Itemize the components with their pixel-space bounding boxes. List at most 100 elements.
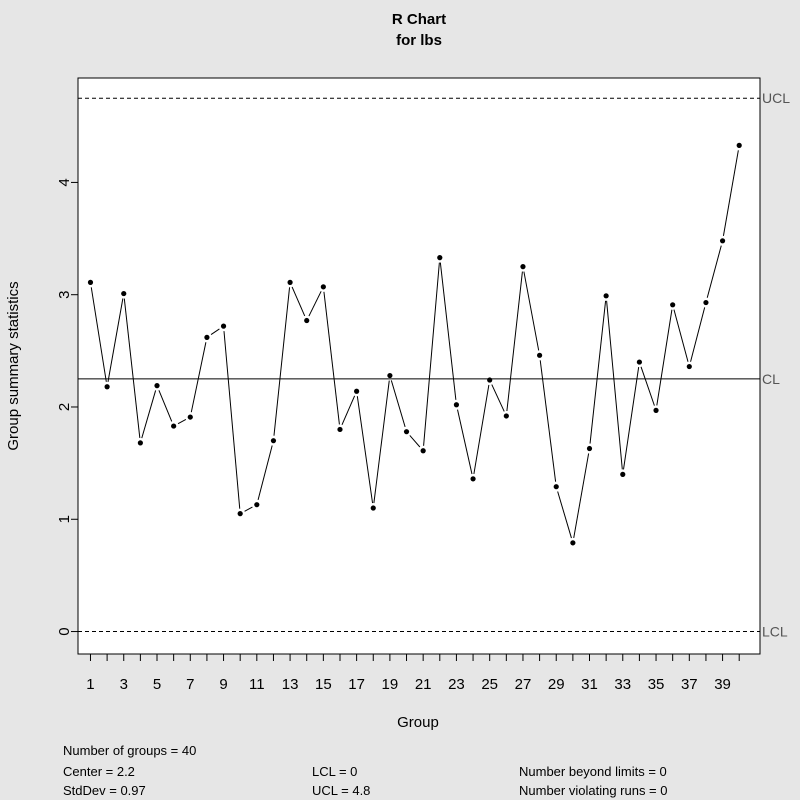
data-point [586, 445, 593, 452]
series-segment [589, 300, 607, 444]
series-segment [373, 380, 390, 504]
stat-beyond-limits: Number beyond limits = 0 [519, 764, 667, 779]
series-segment [506, 271, 523, 412]
series-segment [244, 506, 253, 512]
x-tick-label: 25 [481, 676, 498, 693]
data-point [670, 302, 676, 308]
series-segment [409, 435, 421, 448]
series-segment [257, 445, 273, 500]
series-segment [722, 150, 739, 236]
x-tick-label: 33 [614, 676, 631, 693]
series-segment [573, 453, 590, 539]
series-segment [210, 328, 220, 335]
data-point [387, 372, 393, 379]
series-segment [439, 262, 457, 400]
y-tick-label: 1 [56, 515, 73, 523]
center-label: CL [762, 371, 780, 387]
data-point [320, 284, 326, 290]
x-tick-label: 23 [448, 676, 465, 693]
y-axis-label: Group summary statistics [5, 281, 22, 450]
series-segment [491, 384, 505, 412]
series-segment [107, 298, 124, 382]
x-tick-label: 35 [648, 676, 665, 693]
data-point [636, 359, 643, 365]
x-tick-label: 7 [186, 676, 194, 693]
data-point [437, 255, 443, 261]
y-tick-label: 3 [56, 291, 73, 299]
data-point [570, 540, 576, 546]
series-segment [190, 342, 207, 413]
chart-title: R Chart [392, 11, 446, 28]
data-point [603, 293, 609, 299]
series-segment [423, 262, 440, 446]
series-segment [623, 366, 640, 470]
series-segment [457, 409, 473, 475]
series-segment [273, 287, 291, 436]
data-point [620, 471, 626, 477]
data-point [503, 413, 509, 419]
series-segment [390, 380, 406, 428]
x-tick-label: 37 [681, 676, 698, 693]
x-tick-label: 29 [548, 676, 565, 693]
data-point [453, 402, 460, 408]
data-point [204, 334, 210, 340]
series-segment [177, 419, 187, 425]
data-point [703, 299, 709, 306]
plot-area [77, 77, 761, 655]
data-point [553, 484, 559, 490]
series-segment [141, 390, 157, 439]
x-tick-label: 3 [120, 676, 128, 693]
x-tick-label: 9 [219, 676, 227, 693]
data-point [121, 290, 127, 297]
x-axis-label: Group [397, 714, 439, 731]
data-point [104, 384, 110, 390]
data-point [536, 352, 543, 358]
stat-stddev: StdDev = 0.97 [63, 783, 146, 798]
series-segment [291, 286, 306, 317]
data-point [137, 440, 143, 446]
x-tick-label: 13 [282, 676, 299, 693]
x-tick-label: 1 [86, 676, 94, 693]
data-point [87, 279, 94, 285]
series-segment [123, 298, 141, 438]
data-point [403, 429, 410, 435]
x-tick-label: 15 [315, 676, 332, 693]
series-segment [673, 309, 689, 362]
x-tick-label: 11 [249, 676, 265, 693]
data-point [337, 426, 343, 433]
y-tick-label: 4 [56, 178, 73, 186]
stat-lcl: LCL = 0 [312, 764, 358, 779]
x-tick-label: 19 [382, 676, 399, 693]
series-segment [158, 390, 173, 422]
data-point [370, 505, 376, 511]
data-point [719, 238, 726, 244]
series-segment [341, 395, 356, 426]
stat-number-of-groups: Number of groups = 40 [63, 743, 197, 758]
series-segment [323, 291, 340, 425]
stat-center: Center = 2.2 [63, 764, 135, 779]
data-point [736, 142, 742, 148]
data-point [420, 448, 426, 454]
data-point [237, 511, 243, 517]
series-segment [640, 366, 655, 406]
data-point [520, 264, 526, 270]
series-segment [223, 331, 241, 509]
x-tick-label: 27 [515, 676, 532, 693]
stat-ucl: UCL = 4.8 [312, 783, 371, 798]
x-tick-label: 31 [581, 676, 598, 693]
data-point [187, 414, 193, 420]
x-tick-label: 21 [415, 676, 432, 693]
data-point [653, 407, 659, 413]
data-point [287, 279, 293, 285]
series-segment [523, 271, 540, 351]
y-tick-label: 0 [56, 627, 73, 635]
stats-panel: Number of groups = 40 Center = 2.2 StdDe… [0, 742, 800, 800]
data-point [304, 317, 310, 324]
stat-violating-runs: Number violating runs = 0 [519, 783, 668, 798]
x-tick-label: 5 [153, 676, 161, 693]
series-segment [606, 300, 623, 470]
series-segment [690, 307, 706, 362]
x-tick-label: 17 [348, 676, 365, 693]
series-segment [539, 360, 557, 482]
